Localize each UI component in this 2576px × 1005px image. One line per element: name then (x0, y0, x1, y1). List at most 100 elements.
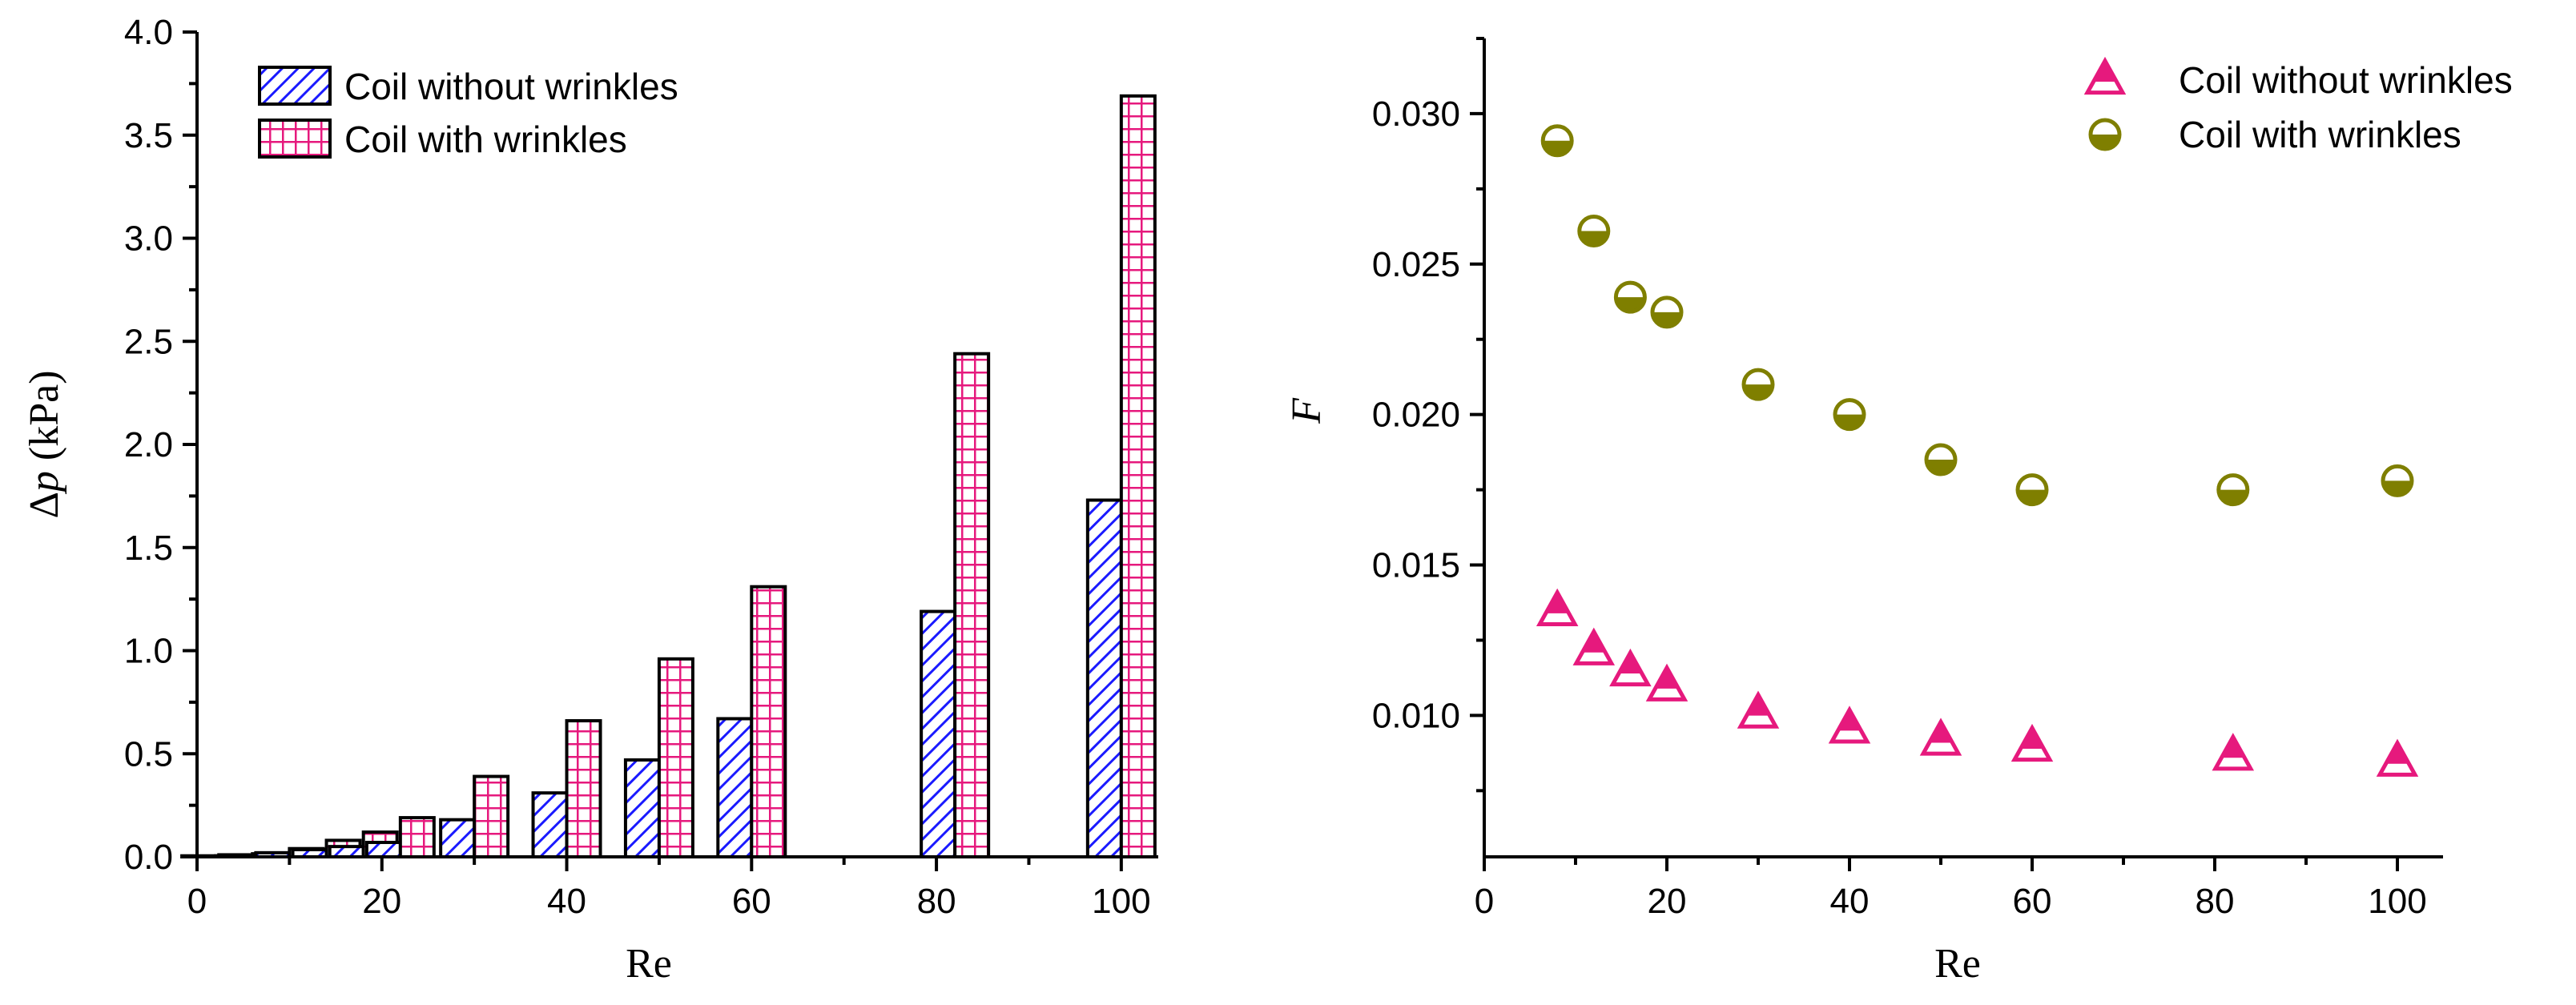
bar-y-tick-label: 3.5 (124, 116, 173, 155)
point-without-wrinkles-fill (2385, 742, 2409, 764)
scatter-x-tick-label: 40 (1830, 882, 1870, 921)
scatter-x-tick-label: 100 (2368, 882, 2426, 921)
bar-y-tick-label: 1.0 (124, 632, 173, 671)
bar-without-wrinkles (623, 758, 661, 858)
scatter-y-tick-label: 0.010 (1372, 696, 1460, 735)
bar-with-wrinkles (953, 352, 991, 858)
bar-with-wrinkles (473, 774, 510, 859)
scatter-x-tick-label: 0 (1475, 882, 1494, 921)
point-with-wrinkles-outline (2015, 473, 2049, 507)
scatter-points-group (1536, 124, 2419, 777)
point-without-wrinkles-outline (2212, 733, 2255, 771)
point-with-wrinkles (1924, 443, 1958, 476)
point-with-wrinkles-outline (1741, 368, 1775, 401)
point-with-wrinkles-outline (1924, 443, 1958, 476)
bar-x-ticks: 0 20 40 60 80 100 (187, 857, 1151, 921)
bar-y-axis-unit: (kPa) (22, 370, 67, 471)
point-without-wrinkles (1828, 706, 1871, 744)
bar-legend-swatch-without (258, 66, 332, 106)
scatter-legend-label-with: Coil with wrinkles (2179, 114, 2461, 155)
bar-with-wrinkles (750, 585, 787, 858)
scatter-y-tick-label: 0.030 (1372, 94, 1460, 134)
legend-triangle-marker-fill (2093, 61, 2117, 82)
point-with-wrinkles (2015, 473, 2049, 507)
bar-series-group (180, 94, 1157, 859)
point-without-wrinkles-outline (2010, 723, 2054, 762)
point-without-wrinkles-outline (1919, 718, 1962, 756)
point-with-wrinkles-outline (1833, 398, 1866, 432)
bar-without-wrinkles (716, 717, 754, 858)
bar-x-tick-label: 100 (1092, 882, 1150, 921)
bar-y-axis-variable: p (22, 471, 67, 495)
bar-legend-label-with: Coil with wrinkles (344, 119, 627, 160)
point-without-wrinkles-outline (1572, 627, 1616, 665)
scatter-y-tick-label: 0.020 (1372, 396, 1460, 435)
bar-x-tick-label: 20 (362, 882, 401, 921)
scatter-x-tick-label: 20 (1648, 882, 1687, 921)
scatter-y-tick-label: 0.015 (1372, 546, 1460, 585)
point-without-wrinkles-outline (1609, 648, 1652, 687)
bar-without-wrinkles (920, 609, 957, 858)
point-without-wrinkles-fill (1837, 710, 1862, 731)
point-with-wrinkles (1650, 295, 1684, 329)
bar-x-axis-label: Re (626, 941, 672, 987)
legend-triangle-marker-outline (2083, 56, 2127, 95)
point-without-wrinkles-outline (1645, 663, 1688, 701)
bar-y-tick-label: 2.0 (124, 425, 173, 464)
point-without-wrinkles (1609, 648, 1652, 687)
point-without-wrinkles-fill (2020, 727, 2044, 749)
bar-without-wrinkles (364, 840, 402, 858)
scatter-x-tick-label: 80 (2196, 882, 2235, 921)
bar-with-wrinkles (565, 719, 602, 858)
point-without-wrinkles (2212, 733, 2255, 771)
point-with-wrinkles-outline (1650, 295, 1684, 329)
point-without-wrinkles (1919, 718, 1962, 756)
scatter-y-axis-label: F (1284, 397, 1330, 424)
point-with-wrinkles-outline (1577, 214, 1611, 247)
scatter-legend-marker-without (2083, 56, 2127, 95)
bar-y-ticks: 0.0 0.5 1.0 1.5 2.0 2.5 3.0 3.5 4.0 (124, 13, 197, 877)
bar-y-axis-label: Δp (kPa) (22, 370, 67, 518)
point-without-wrinkles (2010, 723, 2054, 762)
point-without-wrinkles-outline (2376, 738, 2419, 777)
scatter-x-ticks: 0 20 40 60 80 100 (1475, 857, 2427, 921)
bar-without-wrinkles (328, 845, 365, 858)
point-without-wrinkles-fill (1582, 631, 1606, 653)
point-with-wrinkles (1540, 124, 1574, 158)
point-with-wrinkles (2381, 464, 2414, 497)
bar-without-wrinkles (1085, 498, 1123, 859)
bar-x-tick-label: 40 (547, 882, 586, 921)
point-without-wrinkles-fill (1618, 653, 1642, 674)
point-without-wrinkles (2376, 738, 2419, 777)
point-without-wrinkles (1737, 690, 1780, 729)
legend-circle-marker-outline (2088, 118, 2122, 151)
bar-without-wrinkles (531, 791, 569, 858)
point-with-wrinkles-outline (1540, 124, 1574, 158)
point-without-wrinkles-outline (1536, 588, 1579, 626)
point-without-wrinkles (1536, 588, 1579, 626)
bar-y-tick-label: 2.5 (124, 322, 173, 361)
scatter-y-ticks: 0.010 0.015 0.020 0.025 0.030 (1372, 37, 1484, 793)
point-without-wrinkles (1572, 627, 1616, 665)
point-with-wrinkles (1577, 214, 1611, 247)
bar-without-wrinkles (217, 853, 255, 859)
bar-legend-label-without: Coil without wrinkles (344, 66, 678, 107)
bar-without-wrinkles (180, 854, 218, 859)
bar-x-tick-label: 0 (187, 882, 207, 921)
scatter-legend-label-without: Coil without wrinkles (2179, 59, 2513, 101)
bar-with-wrinkles (657, 657, 694, 858)
bar-with-wrinkles (1119, 94, 1157, 858)
point-with-wrinkles (1833, 398, 1866, 432)
point-without-wrinkles-fill (1655, 667, 1679, 689)
point-without-wrinkles-fill (2221, 737, 2245, 758)
bar-y-tick-label: 3.0 (124, 219, 173, 259)
point-with-wrinkles-outline (2381, 464, 2414, 497)
point-with-wrinkles (2216, 473, 2250, 507)
bar-y-axis-symbol: Δ (22, 492, 67, 518)
bar-y-tick-label: 0.0 (124, 838, 173, 877)
bar-x-tick-label: 60 (732, 882, 771, 921)
bar-chart-panel: 0 20 40 60 80 100 0.0 0.5 1.0 1.5 2.0 2.5 3.0 3.5 4.0… (22, 13, 1158, 987)
point-without-wrinkles-outline (1828, 706, 1871, 744)
point-with-wrinkles (1741, 368, 1775, 401)
